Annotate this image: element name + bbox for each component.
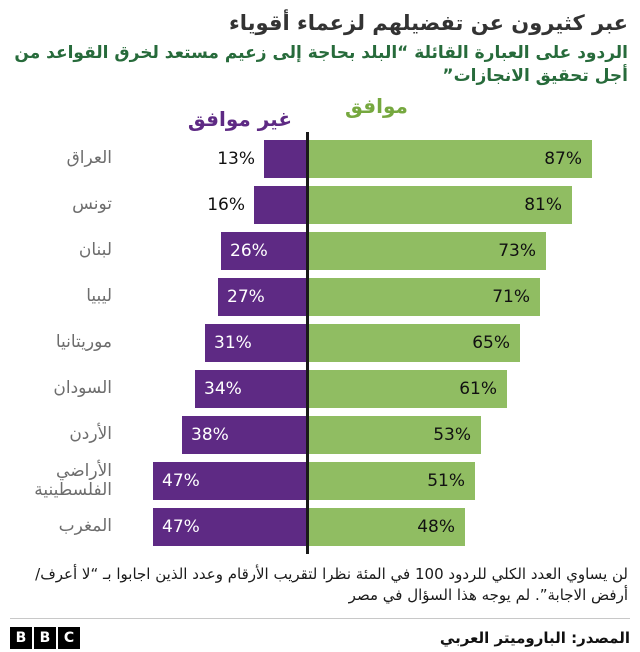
disagree-bar-area: 38% (112, 416, 306, 455)
agree-bar: 61% (309, 370, 507, 409)
agree-bar: 51% (309, 462, 475, 501)
disagree-value-label: 26% (230, 241, 268, 262)
agree-bar-area: 81% (309, 186, 640, 225)
disagree-value-label: 27% (227, 287, 265, 308)
chart-row: موريتانيا 31% 65% (0, 320, 640, 366)
agree-bar-area: 71% (309, 278, 640, 317)
agree-bar-area: 53% (309, 416, 640, 455)
agree-bar-area: 51% (309, 462, 640, 501)
agree-bar: 71% (309, 278, 540, 317)
agree-value-label: 48% (417, 517, 455, 538)
disagree-bar-area: 26% (112, 232, 306, 271)
disagree-bar: 27% (218, 278, 306, 317)
agree-value-label: 51% (427, 471, 465, 492)
chart-rows: العراق 13% 87% تونس 16% 81% لبنان 26% 73% ليبيا 27… (0, 136, 640, 550)
diverging-bar-chart: العراق 13% 87% تونس 16% 81% لبنان 26% 73% ليبيا 27… (0, 132, 640, 555)
country-label: تونس (72, 194, 112, 215)
country-label: موريتانيا (55, 332, 112, 353)
legend-agree-label: موافق (345, 94, 408, 119)
agree-bar-area: 65% (309, 324, 640, 363)
footer-divider (10, 618, 630, 620)
bbc-logo-letter: B (10, 627, 32, 650)
agree-bar-area: 48% (309, 508, 640, 547)
agree-value-label: 61% (459, 379, 497, 400)
agree-bar: 48% (309, 508, 465, 547)
disagree-bar: 38% (182, 416, 306, 455)
country-label: المغرب (58, 516, 112, 537)
agree-bar: 81% (309, 186, 572, 225)
chart-row: تونس 16% 81% (0, 182, 640, 228)
disagree-value-label: 38% (191, 425, 229, 446)
country-label: ليبيا (86, 286, 112, 307)
agree-value-label: 71% (492, 287, 530, 308)
chart-subtitle: الردود على العبارة القائلة “البلد بحاجة … (14, 43, 628, 87)
footnote: لن يساوي العدد الكلي للردود 100 في المئة… (35, 565, 628, 605)
chart-title: عبر كثيرون عن تفضيلهم لزعماء أقوياء (229, 11, 628, 35)
disagree-bar: 47% (153, 462, 306, 501)
disagree-value-label: 34% (204, 379, 242, 400)
country-label: لبنان (78, 240, 112, 261)
disagree-value-label: 13% (217, 149, 255, 170)
disagree-value-label: 47% (162, 471, 200, 492)
country-label: الأردن (69, 424, 112, 445)
chart-row: لبنان 26% 73% (0, 228, 640, 274)
chart-row: السودان 34% 61% (0, 366, 640, 412)
agree-bar: 87% (309, 140, 592, 179)
disagree-bar: 47% (153, 508, 306, 547)
country-label: السودان (53, 378, 112, 399)
disagree-bar: 31% (205, 324, 306, 363)
legend: موافق غير موافق (0, 92, 640, 134)
disagree-bar-area: 13% (112, 140, 306, 179)
disagree-bar: 34% (195, 370, 306, 409)
agree-value-label: 81% (524, 195, 562, 216)
chart-row: المغرب 47% 48% (0, 504, 640, 550)
disagree-bar-area: 27% (112, 278, 306, 317)
chart-row: العراق 13% 87% (0, 136, 640, 182)
chart-row: الأردن 38% 53% (0, 412, 640, 458)
agree-bar: 53% (309, 416, 481, 455)
agree-value-label: 87% (544, 149, 582, 170)
disagree-bar-area: 34% (112, 370, 306, 409)
agree-bar: 65% (309, 324, 520, 363)
center-axis-line (306, 132, 309, 555)
disagree-value-label: 47% (162, 517, 200, 538)
agree-bar-area: 61% (309, 370, 640, 409)
disagree-bar-area: 16% (112, 186, 306, 225)
agree-bar-area: 87% (309, 140, 640, 179)
source-label: المصدر: الباروميتر العربي (439, 629, 630, 648)
disagree-bar (254, 186, 306, 225)
chart-row: ليبيا 27% 71% (0, 274, 640, 320)
agree-value-label: 65% (472, 333, 510, 354)
agree-value-label: 53% (433, 425, 471, 446)
agree-bar: 73% (309, 232, 546, 271)
country-label: الأراضي الفلسطينية (34, 460, 112, 501)
legend-disagree-label: غير موافق (187, 107, 292, 132)
disagree-bar: 26% (221, 232, 306, 271)
disagree-value-label: 16% (207, 195, 245, 216)
disagree-bar (264, 140, 306, 179)
bbc-logo-letter: B (34, 627, 56, 650)
country-label: العراق (66, 148, 112, 169)
disagree-bar-area: 31% (112, 324, 306, 363)
disagree-value-label: 31% (214, 333, 252, 354)
disagree-bar-area: 47% (112, 508, 306, 547)
agree-bar-area: 73% (309, 232, 640, 271)
chart-row: الأراضي الفلسطينية 47% 51% (0, 458, 640, 504)
agree-value-label: 73% (498, 241, 536, 262)
disagree-bar-area: 47% (112, 462, 306, 501)
chart-page: عبر كثيرون عن تفضيلهم لزعماء أقوياء الرد… (0, 10, 640, 652)
bbc-logo-letter: C (58, 627, 80, 650)
